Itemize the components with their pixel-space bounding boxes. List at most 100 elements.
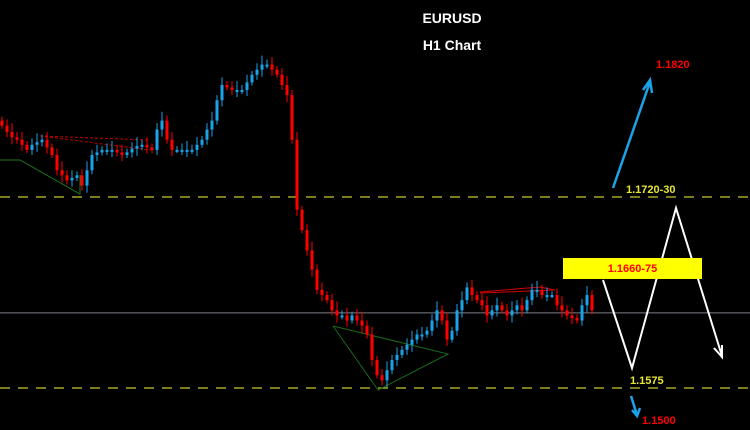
candle bbox=[420, 334, 424, 337]
arrowhead-icon bbox=[713, 345, 723, 360]
candle bbox=[45, 139, 49, 148]
candle bbox=[100, 149, 104, 153]
candle bbox=[590, 295, 594, 311]
level-label-lower: 1.1575 bbox=[630, 375, 664, 387]
candle bbox=[25, 144, 29, 150]
candle bbox=[95, 152, 99, 155]
candle bbox=[435, 310, 439, 321]
candle bbox=[355, 315, 359, 321]
candle bbox=[390, 359, 394, 371]
green-trendline bbox=[0, 159, 81, 195]
candle bbox=[560, 305, 564, 311]
candle bbox=[65, 175, 69, 181]
candle bbox=[75, 175, 79, 178]
candle bbox=[130, 148, 134, 153]
candle bbox=[445, 320, 449, 340]
candle bbox=[570, 315, 574, 318]
candle bbox=[90, 154, 94, 171]
target-label-up: 1.1820 bbox=[656, 59, 690, 71]
chart-subtitle: H1 Chart bbox=[422, 37, 482, 53]
candle bbox=[105, 149, 109, 152]
arrowhead-icon bbox=[641, 76, 654, 94]
candle bbox=[345, 315, 349, 321]
candle bbox=[155, 129, 159, 150]
candle bbox=[10, 132, 14, 138]
zone-label: 1.1660-75 bbox=[607, 262, 658, 275]
candle bbox=[195, 144, 199, 150]
candle bbox=[270, 64, 274, 70]
candle bbox=[490, 310, 494, 316]
chart-title: EURUSD bbox=[422, 10, 482, 26]
candle bbox=[35, 142, 39, 145]
red-triangle bbox=[479, 286, 556, 294]
forecast-arrows bbox=[602, 76, 723, 419]
candle bbox=[70, 177, 74, 181]
candle bbox=[415, 334, 419, 340]
candle bbox=[385, 370, 389, 381]
pattern-lines bbox=[0, 135, 556, 391]
candle bbox=[395, 354, 399, 360]
candle bbox=[535, 289, 539, 292]
candle bbox=[515, 305, 519, 311]
candle bbox=[585, 295, 589, 306]
target-label-down: 1.1500 bbox=[642, 415, 676, 427]
candle bbox=[120, 152, 124, 155]
candle bbox=[485, 305, 489, 316]
candle bbox=[550, 295, 554, 298]
candle bbox=[135, 146, 139, 149]
candle bbox=[235, 90, 239, 93]
candle bbox=[200, 139, 204, 145]
candle bbox=[580, 305, 584, 321]
candle bbox=[520, 305, 524, 311]
candle bbox=[545, 295, 549, 298]
candle bbox=[240, 90, 244, 93]
candle bbox=[290, 95, 294, 140]
candle bbox=[225, 84, 229, 88]
candle bbox=[425, 330, 429, 335]
candle bbox=[465, 287, 469, 301]
candle bbox=[125, 152, 129, 155]
candle bbox=[250, 74, 254, 83]
candle bbox=[275, 69, 279, 75]
candle bbox=[210, 120, 214, 130]
candle bbox=[15, 137, 19, 140]
candle bbox=[440, 310, 444, 321]
candle bbox=[175, 149, 179, 152]
candle bbox=[575, 317, 579, 321]
candle bbox=[215, 100, 219, 121]
candle bbox=[230, 87, 234, 91]
arrowhead-icon bbox=[631, 407, 642, 419]
resistance-zone: 1.1660-75 bbox=[563, 258, 702, 279]
candle bbox=[310, 250, 314, 270]
candle bbox=[340, 315, 344, 318]
candle bbox=[220, 84, 224, 101]
candle bbox=[280, 74, 284, 85]
candle bbox=[405, 344, 409, 350]
candle bbox=[190, 149, 194, 152]
candle bbox=[370, 334, 374, 360]
candle bbox=[0, 120, 4, 126]
candle bbox=[145, 144, 149, 148]
candle bbox=[325, 295, 329, 301]
candle bbox=[495, 305, 499, 311]
candle bbox=[400, 349, 404, 355]
candle bbox=[565, 310, 569, 316]
candle bbox=[330, 300, 334, 311]
candle bbox=[260, 64, 264, 70]
candle bbox=[245, 82, 249, 91]
red-trendline bbox=[39, 135, 151, 141]
candle bbox=[30, 144, 34, 150]
green-triangle bbox=[332, 325, 450, 391]
candle bbox=[55, 154, 59, 171]
candle bbox=[170, 139, 174, 150]
candle bbox=[525, 300, 529, 311]
candle bbox=[5, 125, 9, 133]
candle bbox=[455, 310, 459, 331]
candle bbox=[285, 84, 289, 96]
candle bbox=[165, 120, 169, 140]
candle bbox=[295, 139, 299, 210]
candle bbox=[360, 320, 364, 326]
candle bbox=[265, 64, 269, 67]
candle bbox=[500, 305, 504, 311]
